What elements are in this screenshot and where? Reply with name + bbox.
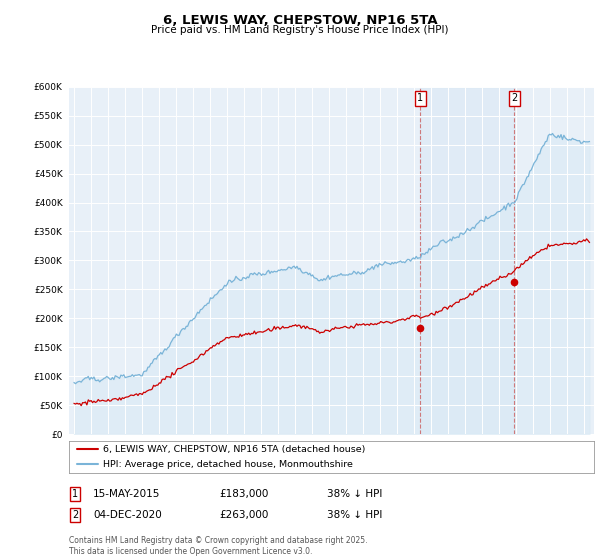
Point (509, 277, 519, 286)
Text: Price paid vs. HM Land Registry's House Price Index (HPI): Price paid vs. HM Land Registry's House … (151, 25, 449, 35)
Text: 38% ↓ HPI: 38% ↓ HPI (327, 510, 382, 520)
Text: 15-MAY-2015: 15-MAY-2015 (93, 489, 160, 499)
Text: £263,000: £263,000 (219, 510, 268, 520)
Text: 6, LEWIS WAY, CHEPSTOW, NP16 5TA: 6, LEWIS WAY, CHEPSTOW, NP16 5TA (163, 14, 437, 27)
Text: 2: 2 (72, 510, 78, 520)
Text: 1: 1 (417, 94, 423, 104)
Text: £183,000: £183,000 (219, 489, 268, 499)
Text: 38% ↓ HPI: 38% ↓ HPI (327, 489, 382, 499)
Text: HPI: Average price, detached house, Monmouthshire: HPI: Average price, detached house, Monm… (103, 460, 353, 469)
Text: 2: 2 (511, 94, 518, 104)
Text: 1: 1 (72, 489, 78, 499)
Text: 04-DEC-2020: 04-DEC-2020 (93, 510, 162, 520)
Text: 6, LEWIS WAY, CHEPSTOW, NP16 5TA (detached house): 6, LEWIS WAY, CHEPSTOW, NP16 5TA (detach… (103, 445, 365, 454)
Point (415, 324, 425, 333)
Text: Contains HM Land Registry data © Crown copyright and database right 2025.
This d: Contains HM Land Registry data © Crown c… (69, 536, 367, 556)
Bar (420, 87, 514, 434)
